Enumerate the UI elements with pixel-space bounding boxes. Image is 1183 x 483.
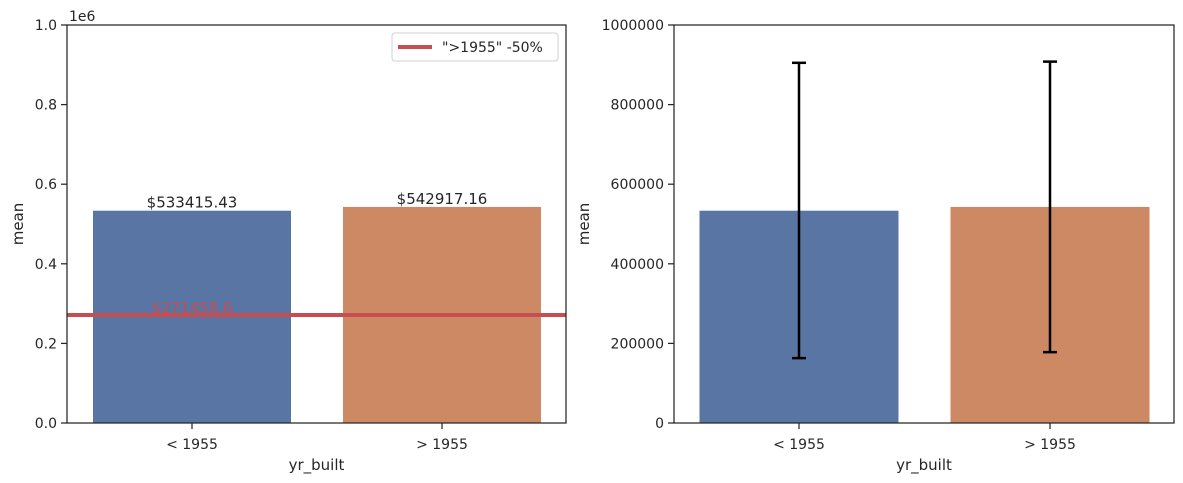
y-tick-label: 0.8 — [35, 98, 57, 114]
x-tick-label: > 1955 — [416, 437, 468, 453]
y-axis-label-left: mean — [9, 203, 27, 246]
x-tick-label: < 1955 — [166, 437, 218, 453]
y-tick-label: 400000 — [611, 257, 664, 273]
y-tick-label: 200000 — [611, 336, 664, 352]
y-tick-label: 800000 — [611, 98, 664, 114]
bar-value-label: $533415.43 — [147, 194, 238, 212]
y-tick-label: 0 — [655, 416, 664, 432]
y-tick-label: 0.6 — [35, 177, 57, 193]
chart-left: $271458.6 $533415.43 $542917.16 0.0 0.2 0.4… — [9, 9, 567, 475]
y-tick-label: 0.4 — [35, 257, 57, 273]
y-tick-label: 600000 — [611, 177, 664, 193]
x-axis-label-left: yr_built — [289, 456, 345, 475]
legend-box — [391, 32, 559, 62]
x-tick-label: < 1955 — [773, 437, 825, 453]
bar-group-right — [699, 206, 1150, 423]
y-tick-label: 0.2 — [35, 336, 57, 352]
y-axis-left: 0.0 0.2 0.4 0.6 0.8 1.0 — [35, 18, 67, 432]
plot-frame-left — [66, 24, 567, 424]
y-axis-label-right: mean — [575, 203, 593, 246]
y-offset-text: 1e6 — [69, 9, 96, 25]
y-tick-label: 1.0 — [35, 18, 57, 34]
x-axis-label-right: yr_built — [896, 456, 952, 475]
chart-right: 0 200000 400000 600000 800000 1000000 < 1955 >… — [575, 18, 1175, 475]
legend: ">1955" -50% — [391, 32, 559, 62]
x-axis-right: < 1955 > 1955 — [773, 423, 1076, 453]
x-axis-left: < 1955 > 1955 — [166, 423, 468, 453]
bar-label-group: $533415.43 $542917.16 — [147, 190, 488, 212]
plot-frame-right — [673, 24, 1175, 424]
y-tick-label: 0.0 — [35, 416, 57, 432]
bar-value-label: $542917.16 — [397, 190, 488, 208]
error-bar-group — [792, 60, 1057, 360]
legend-label: ">1955" -50% — [442, 40, 543, 56]
reference-line-label: $271458.6 — [151, 299, 232, 317]
y-tick-label: 1000000 — [602, 18, 664, 34]
y-axis-right: 0 200000 400000 600000 800000 1000000 — [602, 18, 674, 432]
x-tick-label: > 1955 — [1024, 437, 1076, 453]
